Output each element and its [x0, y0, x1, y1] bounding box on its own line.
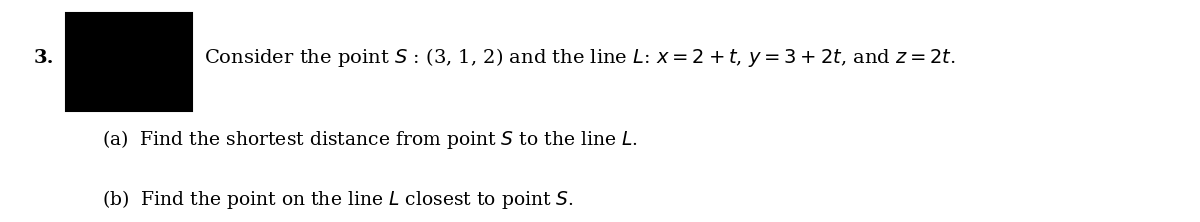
- Text: 3.: 3.: [34, 49, 54, 67]
- Bar: [66, 13, 192, 111]
- Text: (b)  Find the point on the line $L$ closest to point $S$.: (b) Find the point on the line $L$ close…: [102, 188, 574, 211]
- Text: (a)  Find the shortest distance from point $S$ to the line $L$.: (a) Find the shortest distance from poin…: [102, 128, 638, 151]
- Text: Consider the point $S$ : (3, 1, 2) and the line $L$: $x = 2 + t$, $y = 3 + 2t$, : Consider the point $S$ : (3, 1, 2) and t…: [204, 46, 956, 69]
